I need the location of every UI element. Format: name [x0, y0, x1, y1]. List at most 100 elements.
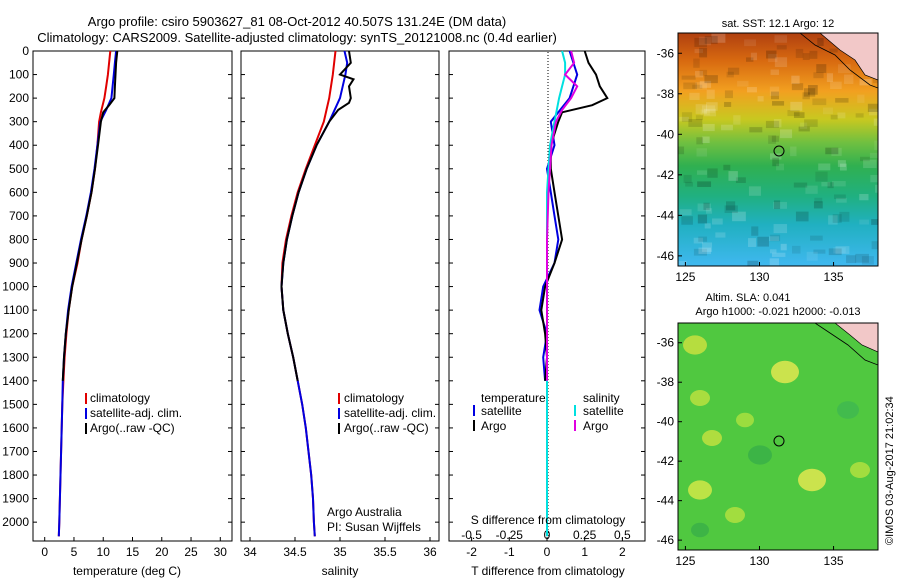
pi-note: PI: Susan Wijffels: [327, 520, 421, 534]
sst-profile-marker: [773, 145, 785, 157]
temperature-xtick-label: 15: [126, 545, 140, 559]
difference-xlabel-top: S difference from climatology: [471, 513, 626, 527]
temperature-x-axis: 0 5 10 15 20 25 30: [41, 537, 227, 559]
map-xtick-label: 135: [824, 554, 844, 568]
series-line-salinity-argo: [546, 50, 579, 381]
map-xtick-label: 125: [675, 270, 695, 284]
legend-temp-satellite: satellite: [481, 404, 522, 418]
depth-tick-label: 900: [9, 256, 29, 270]
difference-xtick-label: 2: [619, 545, 626, 559]
map-ytick-label: -38: [657, 87, 675, 101]
salinity-legend-climatology: climatology: [344, 391, 404, 405]
depth-tick-label: 300: [9, 115, 29, 129]
depth-tick-label: 1300: [2, 350, 29, 364]
depth-tick-label: 1600: [2, 421, 29, 435]
map-ytick-label: -46: [657, 249, 675, 263]
map-ytick-label: -44: [657, 494, 675, 508]
depth-tick-label: 100: [9, 68, 29, 82]
depth-tick-label: 1400: [2, 374, 29, 388]
salinity-xtick-label: 34.5: [283, 545, 307, 559]
salinity-xtick-label: 35: [333, 545, 347, 559]
map-ytick-label: -44: [657, 208, 675, 222]
depth-tick-label: 1100: [3, 303, 29, 317]
depth-tick-label: 400: [9, 138, 29, 152]
difference-top-tick-label: 0.25: [573, 528, 597, 542]
imos-stamp: ©IMOS 03-Aug-2017 21:02:34: [884, 396, 896, 545]
temperature-legend-satellite: satellite-adj. clim.: [90, 406, 182, 420]
temperature-xtick-label: 20: [155, 545, 169, 559]
series-line-climatology: [57, 50, 112, 537]
legend-sal-satellite: satellite: [583, 404, 624, 418]
map-xtick-label: 135: [824, 270, 844, 284]
temperature-legend-argo: Argo(..raw -QC): [90, 421, 175, 435]
map-xtick-label: 130: [749, 270, 769, 284]
map-xtick-label: 130: [749, 554, 769, 568]
difference-xlabel: T difference from climatology: [471, 564, 625, 578]
temperature-legend-climatology: climatology: [90, 391, 150, 405]
temperature-panel: [32, 50, 233, 542]
depth-tick-label: 200: [9, 91, 29, 105]
depth-tick-label: 1500: [2, 397, 29, 411]
series-line-argo-raw-qc-: [61, 50, 119, 381]
title-line-1: Argo profile: csiro 5903627_81 08-Oct-20…: [88, 14, 506, 29]
map-ytick-label: -42: [657, 168, 675, 182]
temperature-lines: [57, 50, 119, 537]
map-ytick-label: -40: [657, 415, 675, 429]
temperature-xtick-label: 5: [71, 545, 78, 559]
salinity-panel: [240, 50, 440, 542]
salinity-x-axis: 34 34.5 35 35.5 36: [243, 537, 437, 559]
depth-tick-label: 0: [22, 44, 29, 58]
difference-top-tick-label: -0.5: [461, 528, 482, 542]
salinity-legend-argo: Argo(..raw -QC): [344, 421, 429, 435]
salinity-legend-satellite: satellite-adj. clim.: [344, 406, 436, 420]
map-ytick-label: -36: [657, 336, 675, 350]
land-patch: [819, 33, 878, 81]
sla-axes: 125 130 135 -36 -38 -40 -42 -44 -46: [657, 336, 844, 568]
depth-tick-label: 2000: [2, 515, 29, 529]
title-line-2: Climatology: CARS2009. Satellite-adjuste…: [37, 30, 557, 45]
series-line-argo-raw-qc-: [280, 50, 356, 381]
depth-tick-label: 1700: [2, 444, 29, 458]
depth-tick-label: 1200: [2, 327, 29, 341]
coastline: [814, 323, 878, 366]
salinity-lines: [280, 50, 356, 537]
sla-title-2: Argo h1000: -0.021 h2000: -0.013: [695, 306, 860, 318]
legend-sal-argo: Argo: [583, 419, 609, 433]
map-ytick-label: -46: [657, 533, 675, 547]
salinity-xlabel: salinity: [322, 564, 359, 578]
depth-tick-label: 800: [9, 232, 29, 246]
salinity-legend: climatology satellite-adj. clim. Argo(..…: [338, 391, 436, 435]
temperature-legend: climatology satellite-adj. clim. Argo(..…: [85, 391, 182, 435]
sst-map: [678, 33, 878, 266]
map-ytick-label: -38: [657, 375, 675, 389]
depth-tick-label: 500: [9, 162, 29, 176]
difference-xtick-label: -1: [504, 545, 515, 559]
temperature-xtick-label: 10: [97, 545, 111, 559]
depth-axis: 0 100 200 300 400 500 600 700 800 900 1000 1100 1200…: [2, 44, 645, 529]
sla-frame: [677, 322, 879, 551]
depth-tick-label: 600: [9, 185, 29, 199]
difference-xtick-label: 1: [581, 545, 588, 559]
coastline: [799, 33, 878, 89]
difference-xtick-label: 0: [544, 545, 551, 559]
depth-tick-label: 1800: [2, 468, 29, 482]
salinity-xtick-label: 34: [243, 545, 257, 559]
land-patch: [834, 323, 878, 353]
temperature-xlabel: temperature (deg C): [73, 564, 181, 578]
sst-axes: 125 130 135 -36 -38 -40 -42 -44 -46: [657, 46, 844, 284]
sst-title: sat. SST: 12.1 Argo: 12: [722, 18, 835, 30]
depth-tick-label: 1000: [2, 280, 29, 294]
salinity-xtick-label: 35.5: [373, 545, 397, 559]
map-ytick-label: -42: [657, 454, 675, 468]
difference-top-tick-label: -0.25: [496, 528, 524, 542]
temperature-xtick-label: 0: [41, 545, 48, 559]
difference-top-tick-label: 0.5: [614, 528, 631, 542]
sla-profile-marker: [773, 435, 785, 447]
map-ytick-label: -40: [657, 127, 675, 141]
legend-temperature-title: temperature: [481, 391, 546, 405]
legend-temp-argo: Argo: [481, 419, 507, 433]
difference-xtick-label: -2: [466, 545, 477, 559]
argo-australia-note: Argo Australia: [327, 505, 402, 519]
legend-salinity-title: salinity: [583, 391, 620, 405]
